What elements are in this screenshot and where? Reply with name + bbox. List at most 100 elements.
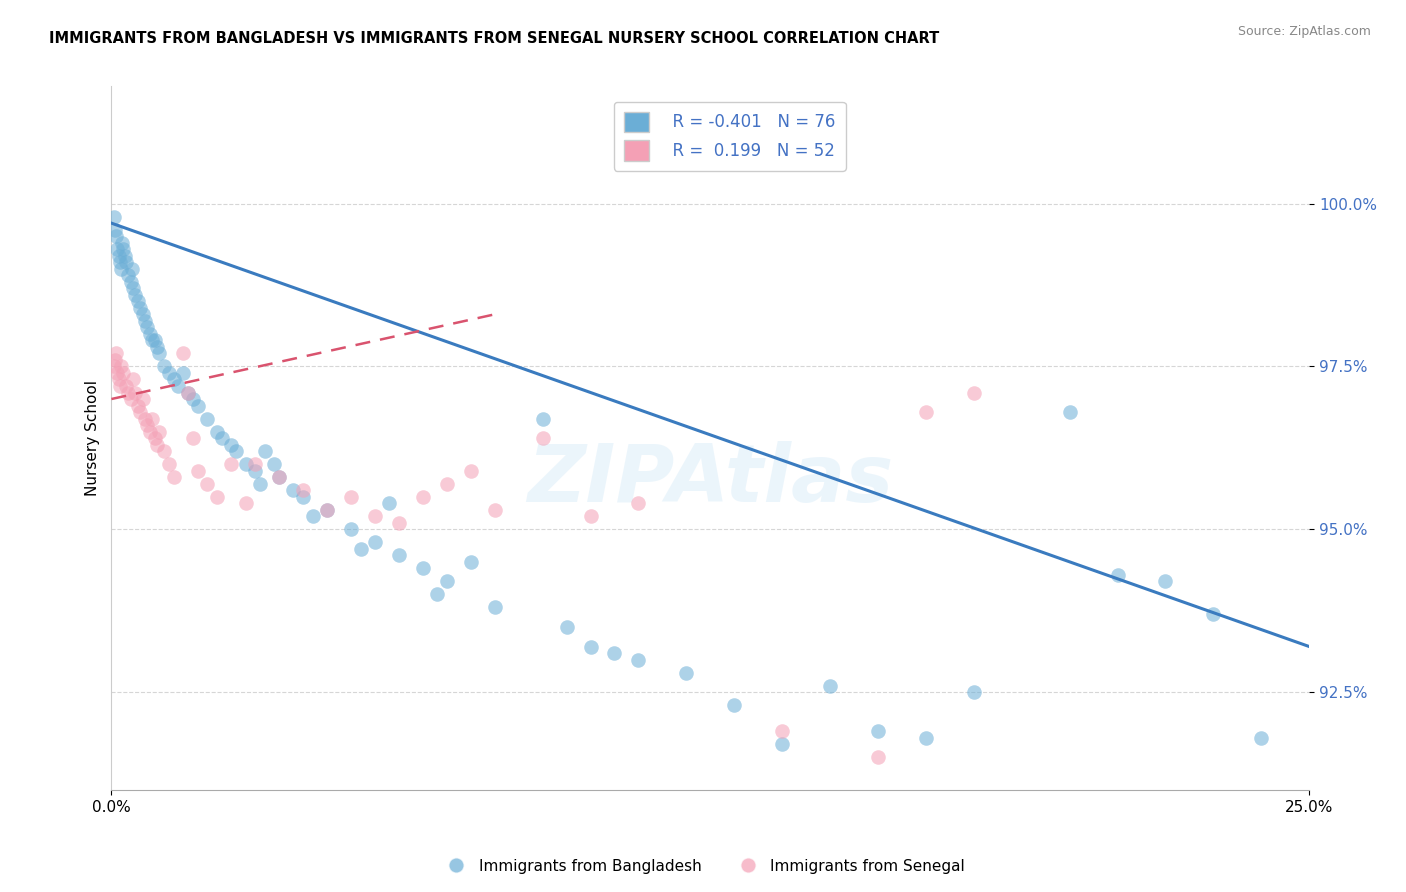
Text: ZIPAtlas: ZIPAtlas [527,442,893,519]
Point [579,509,602,524]
Point [148,425,170,439]
Point [195,476,218,491]
Point [627,496,650,510]
Point [114,255,136,269]
Point [181,392,204,406]
Point [108,255,131,269]
Point [460,555,482,569]
Point [114,249,136,263]
Point [139,326,162,341]
Point [124,287,146,301]
Point [225,444,247,458]
Point [603,646,626,660]
Point [131,392,153,406]
Point [301,509,323,524]
Point [388,516,411,530]
Point [531,411,554,425]
Point [146,437,169,451]
Legend:   R = -0.401   N = 76,   R =  0.199   N = 52: R = -0.401 N = 76, R = 0.199 N = 52 [614,102,846,170]
Point [378,496,401,510]
Point [120,392,142,406]
Point [426,587,449,601]
Point [484,600,506,615]
Point [963,385,986,400]
Point [292,483,315,498]
Point [316,502,339,516]
Point [181,431,204,445]
Point [117,385,139,400]
Point [316,502,339,516]
Point [283,483,305,498]
Point [157,366,180,380]
Point [134,314,156,328]
Point [103,210,125,224]
Point [1059,405,1081,419]
Point [136,320,159,334]
Point [915,405,938,419]
Point [963,685,986,699]
Point [124,385,146,400]
Point [105,229,128,244]
Point [205,490,228,504]
Point [139,425,162,439]
Point [579,640,602,654]
Point [105,242,128,256]
Point [364,509,387,524]
Point [157,457,180,471]
Point [1154,574,1177,589]
Point [148,346,170,360]
Point [340,522,363,536]
Point [436,476,458,491]
Point [121,261,143,276]
Point [364,535,387,549]
Point [187,464,209,478]
Point [1202,607,1225,621]
Point [195,411,218,425]
Point [235,457,257,471]
Point [292,490,315,504]
Point [107,372,129,386]
Point [104,222,127,236]
Y-axis label: Nursery School: Nursery School [86,380,100,496]
Point [818,679,841,693]
Point [219,437,242,451]
Point [627,652,650,666]
Point [129,405,152,419]
Point [120,275,142,289]
Point [114,379,136,393]
Point [141,411,163,425]
Point [915,731,938,745]
Point [141,334,163,348]
Point [177,385,200,400]
Point [172,366,194,380]
Point [675,665,697,680]
Point [412,490,434,504]
Point [153,444,176,458]
Point [866,724,889,739]
Point [129,301,152,315]
Point [172,346,194,360]
Point [555,620,578,634]
Point [249,476,271,491]
Point [163,372,186,386]
Point [340,490,363,504]
Point [388,549,411,563]
Point [105,366,128,380]
Point [110,261,132,276]
Point [131,307,153,321]
Point [211,431,233,445]
Point [484,502,506,516]
Point [143,431,166,445]
Point [412,561,434,575]
Point [531,431,554,445]
Text: IMMIGRANTS FROM BANGLADESH VS IMMIGRANTS FROM SENEGAL NURSERY SCHOOL CORRELATION: IMMIGRANTS FROM BANGLADESH VS IMMIGRANTS… [49,31,939,46]
Point [117,268,139,283]
Point [146,340,169,354]
Point [460,464,482,478]
Point [187,399,209,413]
Point [134,411,156,425]
Point [205,425,228,439]
Point [770,724,793,739]
Point [127,294,149,309]
Point [122,281,145,295]
